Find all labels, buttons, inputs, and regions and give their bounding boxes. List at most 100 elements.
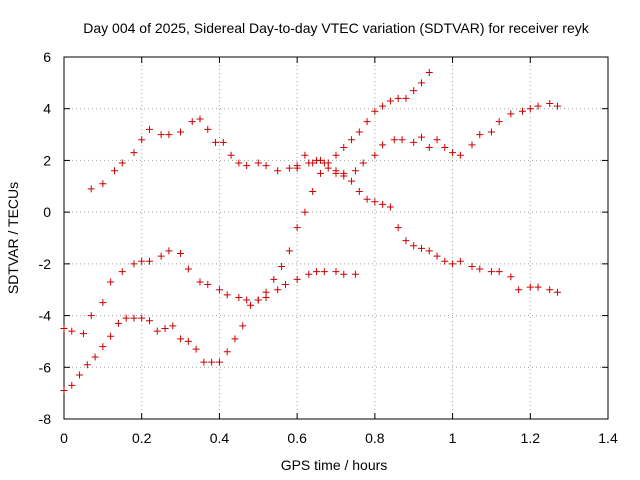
data-point <box>487 268 495 276</box>
data-point <box>270 275 278 283</box>
data-point <box>68 381 76 389</box>
data-point <box>379 200 387 208</box>
data-point <box>208 358 216 366</box>
x-axis-title: GPS time / hours <box>281 457 388 473</box>
x-tick-label: 1 <box>449 430 457 446</box>
data-point <box>68 327 76 335</box>
data-point <box>332 268 340 276</box>
x-tick-label: 0.2 <box>132 430 152 446</box>
data-point <box>247 301 255 309</box>
data-point <box>305 270 313 278</box>
data-point <box>398 136 406 144</box>
data-point <box>417 133 425 141</box>
data-point <box>340 270 348 278</box>
data-point <box>281 281 289 289</box>
data-point <box>386 203 394 211</box>
data-point <box>278 262 286 270</box>
data-point <box>313 268 321 276</box>
data-point <box>355 128 363 136</box>
data-point <box>293 164 301 172</box>
data-point <box>145 125 153 133</box>
data-point <box>184 337 192 345</box>
data-point <box>212 138 220 146</box>
data-point <box>309 187 317 195</box>
data-point <box>111 167 119 175</box>
data-point <box>309 159 317 167</box>
data-point <box>487 128 495 136</box>
data-point <box>145 257 153 265</box>
data-point <box>351 270 359 278</box>
data-point <box>394 224 402 232</box>
data-point <box>169 322 177 330</box>
data-point <box>363 118 371 126</box>
data-point <box>363 195 371 203</box>
y-tick-label: 2 <box>43 152 51 168</box>
series-track-1 <box>87 100 561 193</box>
data-point <box>386 97 394 105</box>
data-point <box>425 69 433 77</box>
data-point <box>145 317 153 325</box>
data-point <box>348 136 356 144</box>
data-point <box>449 149 457 157</box>
data-point <box>262 288 270 296</box>
data-point <box>153 327 161 335</box>
chart-title: Day 004 of 2025, Sidereal Day-to-day VTE… <box>83 20 589 36</box>
y-tick-label: 0 <box>43 204 51 220</box>
data-point <box>332 169 340 177</box>
data-point <box>410 87 418 95</box>
data-point <box>165 131 173 139</box>
data-point <box>441 257 449 265</box>
data-point <box>301 208 309 216</box>
data-point <box>204 281 212 289</box>
data-point <box>235 293 243 301</box>
x-tick-label: 1.2 <box>521 430 541 446</box>
data-point <box>546 100 554 108</box>
data-point <box>394 94 402 102</box>
data-point <box>138 136 146 144</box>
data-point <box>177 128 185 136</box>
data-point <box>99 299 107 307</box>
data-point <box>293 275 301 283</box>
data-point <box>130 314 138 322</box>
data-point <box>239 322 247 330</box>
data-point <box>177 335 185 343</box>
data-point <box>316 156 324 164</box>
series-track-4 <box>293 151 561 296</box>
data-point <box>177 250 185 258</box>
y-tick-label: -6 <box>39 359 52 375</box>
data-point <box>476 131 484 139</box>
data-point <box>425 247 433 255</box>
data-point <box>138 314 146 322</box>
data-point <box>114 319 122 327</box>
data-point <box>495 118 503 126</box>
data-point <box>371 198 379 206</box>
data-point <box>340 172 348 180</box>
data-point <box>122 314 130 322</box>
data-point <box>526 283 534 291</box>
data-point <box>79 330 87 338</box>
x-tick-label: 0.8 <box>365 430 385 446</box>
data-point <box>285 164 293 172</box>
data-point <box>519 107 527 115</box>
data-point <box>468 141 476 149</box>
plot-frame <box>63 56 609 420</box>
data-point <box>417 244 425 252</box>
data-point <box>293 224 301 232</box>
data-point <box>402 237 410 245</box>
data-point <box>534 283 542 291</box>
data-point <box>351 167 359 175</box>
data-point <box>99 343 107 351</box>
data-point <box>200 358 208 366</box>
y-axis-title: SDTVAR / TECUs <box>5 182 21 294</box>
data-point <box>553 102 561 110</box>
data-point <box>87 185 95 193</box>
data-point <box>441 144 449 151</box>
data-point <box>476 265 484 273</box>
data-point <box>316 169 324 177</box>
data-point <box>417 79 425 87</box>
data-point <box>138 257 146 265</box>
data-point <box>285 247 293 255</box>
data-point <box>410 242 418 250</box>
data-point <box>188 118 196 126</box>
y-tick-label: -4 <box>39 308 52 324</box>
